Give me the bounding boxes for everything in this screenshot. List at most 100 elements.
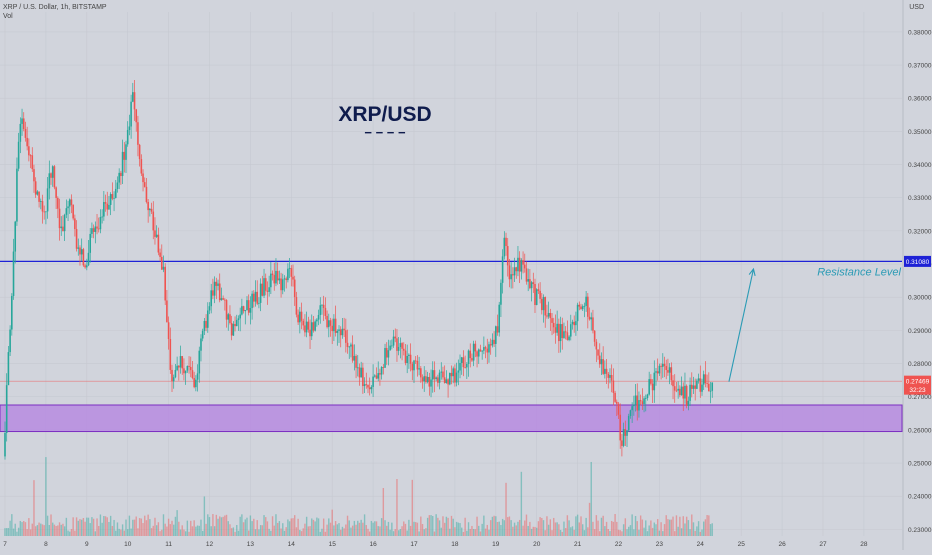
candle-body — [285, 278, 287, 281]
candle-body — [535, 289, 538, 305]
volume-bar — [602, 515, 604, 536]
volume-bar — [94, 531, 97, 536]
price-tick-label: 0.30000 — [908, 295, 932, 302]
volume-bar — [186, 520, 189, 536]
candle-body — [271, 273, 274, 276]
candle-body — [593, 330, 596, 342]
candle-body — [663, 363, 666, 367]
candle-body — [222, 298, 224, 300]
candle-body — [48, 173, 51, 189]
volume-bar — [621, 531, 623, 536]
volume-bar — [224, 515, 226, 536]
price-tick-label: 0.34000 — [908, 162, 932, 169]
volume-bar — [282, 523, 284, 536]
volume-bar — [459, 523, 461, 536]
volume-bar — [478, 525, 480, 536]
volume-bar — [336, 524, 339, 536]
volume-bar — [232, 527, 235, 536]
volume-bar — [123, 530, 125, 536]
candle-body — [702, 374, 705, 385]
volume-bar — [588, 502, 591, 536]
volume-bar — [701, 529, 703, 536]
volume-bar — [524, 520, 526, 536]
candle-body — [384, 348, 386, 368]
volume-bar — [288, 521, 291, 536]
candle-body — [397, 346, 400, 351]
volume-bar — [461, 527, 463, 536]
time-tick-label: 27 — [819, 541, 827, 548]
volume-bar — [709, 524, 712, 536]
volume-bar — [108, 521, 110, 536]
candle-body — [460, 357, 463, 363]
candle-body — [353, 355, 356, 361]
candle-body — [351, 344, 354, 361]
candle-body — [103, 202, 105, 217]
candle-body — [206, 310, 209, 328]
volume-bar — [244, 519, 246, 536]
candle-body — [281, 279, 284, 291]
candle-body — [394, 336, 397, 339]
candle-body — [592, 317, 594, 331]
candle-body — [365, 384, 368, 386]
volume-bar — [382, 488, 385, 536]
candle-body — [448, 372, 451, 385]
volume-bar — [295, 527, 298, 536]
volume-bar — [334, 521, 337, 536]
vol-label: Vol — [3, 13, 13, 20]
volume-bar — [505, 482, 507, 536]
candle-body — [607, 373, 610, 378]
volume-bar — [583, 530, 586, 536]
candle-body — [253, 293, 255, 302]
candle-body — [472, 343, 475, 361]
volume-bar — [415, 522, 417, 536]
candle-body — [41, 201, 44, 212]
candle-body — [65, 208, 68, 215]
candle-body — [300, 311, 303, 321]
volume-bar — [556, 522, 558, 536]
volume-bar — [403, 521, 405, 536]
candle-body — [673, 386, 676, 391]
candle-body — [89, 233, 92, 253]
volume-bar — [527, 525, 529, 536]
volume-bar — [348, 520, 350, 536]
time-tick-label: 28 — [860, 541, 868, 548]
volume-bar — [582, 524, 584, 536]
current-price-tag-text: 0.27469 — [906, 379, 930, 386]
volume-bar — [491, 516, 494, 536]
volume-bar — [692, 522, 695, 536]
candle-body — [72, 204, 74, 219]
candle-body — [564, 331, 567, 333]
volume-bar — [493, 515, 495, 536]
volume-bar — [33, 480, 35, 536]
candle-body — [157, 234, 160, 253]
volume-bar — [9, 520, 11, 536]
volume-bar — [271, 516, 274, 536]
candle-body — [624, 429, 627, 436]
time-tick-label: 18 — [451, 541, 459, 548]
candle-body — [598, 355, 601, 365]
candle-body — [450, 372, 453, 377]
price-tick-label: 0.35000 — [908, 129, 932, 136]
volume-bar — [101, 522, 103, 536]
candle-body — [445, 379, 448, 384]
volume-bar — [401, 526, 403, 536]
volume-bar — [261, 525, 264, 536]
candle-body — [636, 395, 639, 411]
candle-body — [227, 314, 230, 320]
volume-bar — [190, 520, 192, 536]
volume-bar — [575, 516, 577, 536]
candle-body — [346, 342, 349, 347]
volume-bar — [304, 523, 306, 536]
volume-bar — [96, 518, 98, 536]
volume-bar — [249, 515, 252, 536]
volume-bar — [546, 516, 548, 536]
candle-body — [26, 137, 28, 147]
candle-body — [704, 374, 707, 384]
candle-body — [247, 300, 250, 313]
volume-bar — [559, 529, 562, 536]
volume-bar — [500, 525, 502, 536]
candle-body — [708, 383, 710, 392]
price-tick-label: 0.29000 — [908, 328, 932, 335]
